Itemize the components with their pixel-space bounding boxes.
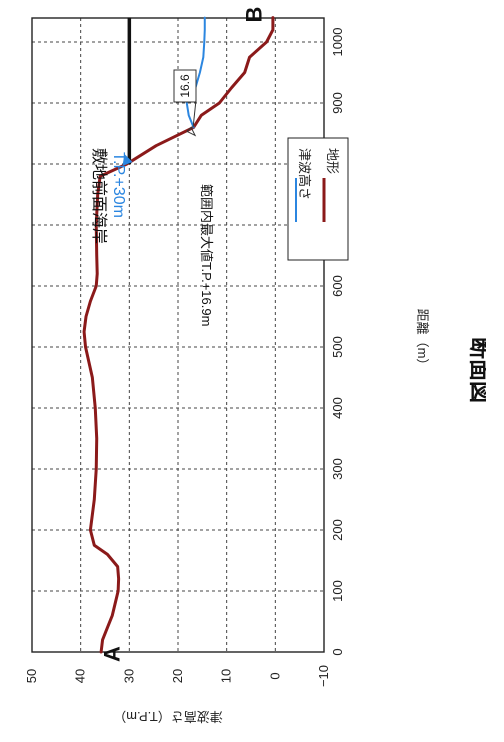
y-tick-label: 10 — [219, 669, 234, 683]
y-tick-label: 20 — [170, 669, 185, 683]
elevation-label: T.P.+30m — [110, 152, 127, 218]
plot-frame — [31, 17, 325, 653]
label-b: B — [241, 7, 266, 23]
y-tick-labels: −10 0 10 20 30 40 50 津波高さ（T.P.m） — [24, 665, 331, 724]
peak-arrow — [186, 126, 197, 137]
x-tick-labels: 01002003004005006007008009001000距離（m） — [330, 28, 430, 656]
x-tick-label: 200 — [330, 519, 345, 541]
peak-note: 範囲内最大値T.P.+16.9m — [199, 184, 214, 326]
peak-leader — [192, 99, 197, 128]
legend-box — [287, 137, 349, 261]
grid — [31, 18, 325, 653]
chart-title: 断面図 — [466, 337, 486, 403]
elevation-arrow — [122, 154, 133, 166]
series-line-津波高さ — [185, 16, 206, 129]
y-axis-label: 津波高さ（T.P.m） — [113, 709, 223, 724]
legend-label: 津波高さ — [297, 148, 312, 200]
peak-box — [173, 69, 197, 103]
y-tick-label: −10 — [316, 665, 331, 687]
x-tick-label: 100 — [330, 580, 345, 602]
coastline-label: 敷地前面海岸 — [90, 148, 109, 244]
legend-label: 地形 — [325, 148, 340, 174]
y-tick-label: 50 — [24, 669, 39, 683]
x-tick-label: 500 — [330, 336, 345, 358]
annotations: 津波高さ 地形 A B 敷地前面海岸 T.P.+30m 16.6 範囲内最大値T.P.+16.… — [90, 7, 349, 662]
label-a: A — [100, 646, 125, 662]
x-axis-label: 距離（m） — [415, 309, 430, 372]
y-tick-label: 0 — [267, 672, 282, 679]
x-tick-label: 0 — [330, 648, 345, 655]
chart-title-text: 断面図 — [466, 337, 486, 403]
peak-value-label: 16.6 — [178, 74, 192, 98]
y-tick-label: 30 — [121, 669, 136, 683]
y-tick-label: 40 — [73, 669, 88, 683]
series-line-地形 — [82, 16, 275, 654]
legend: 津波高さ 地形 — [287, 137, 349, 261]
x-tick-label: 400 — [330, 397, 345, 419]
x-tick-label: 1000 — [330, 28, 345, 57]
x-tick-label: 300 — [330, 458, 345, 480]
series-layer — [82, 16, 275, 654]
x-tick-label: 900 — [330, 92, 345, 114]
x-tick-label: 600 — [330, 275, 345, 297]
